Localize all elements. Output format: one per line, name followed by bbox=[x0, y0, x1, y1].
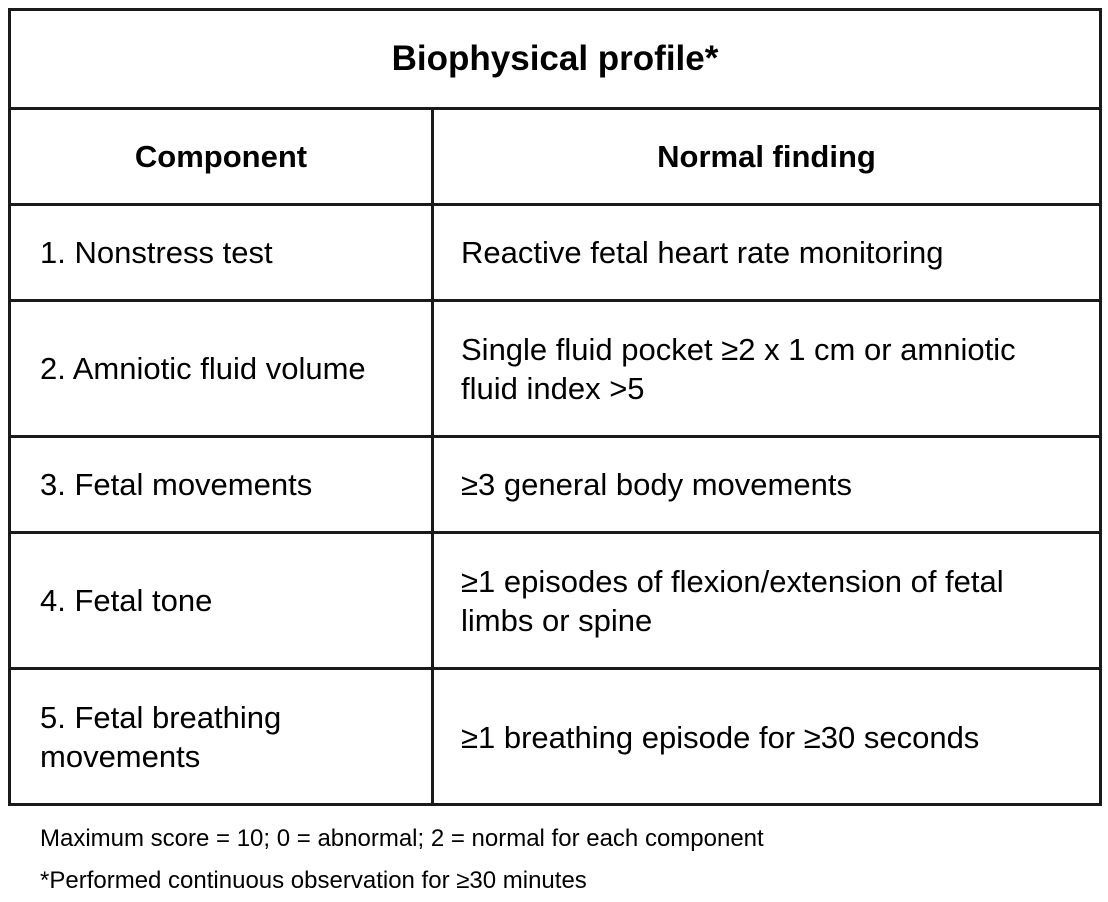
row-2-finding: Single fluid pocket ≥2 x 1 cm or amnioti… bbox=[434, 302, 1099, 438]
row-3-finding: ≥3 general body movements bbox=[434, 438, 1099, 534]
header-component: Component bbox=[11, 110, 434, 206]
row-5-component: 5. Fetal breathing movements bbox=[11, 670, 434, 804]
row-3-component: 3. Fetal movements bbox=[11, 438, 434, 534]
score-note: Maximum score = 10; 0 = abnormal; 2 = no… bbox=[40, 825, 764, 852]
row-5-finding: ≥1 breathing episode for ≥30 seconds bbox=[461, 719, 980, 755]
row-1-component: 1. Nonstress test bbox=[11, 206, 434, 302]
table-title: Biophysical profile* bbox=[11, 11, 1099, 110]
row-2-component: 2. Amniotic fluid volume bbox=[11, 302, 434, 438]
header-normal-finding: Normal finding bbox=[434, 110, 1099, 206]
table-notes: Maximum score = 10; 0 = abnormal; 2 = no… bbox=[40, 818, 764, 902]
row-4-component: 4. Fetal tone bbox=[11, 534, 434, 670]
observation-footnote: *Performed continuous observation for ≥3… bbox=[40, 867, 587, 894]
row-4-finding: ≥1 episodes of flexion/extension of feta… bbox=[434, 534, 1099, 670]
row-1-finding: Reactive fetal heart rate monitoring bbox=[434, 206, 1099, 302]
table-grid: Component Normal finding 1. Nonstress te… bbox=[11, 110, 1099, 804]
biophysical-profile-table: Biophysical profile* Component Normal fi… bbox=[8, 8, 1102, 806]
